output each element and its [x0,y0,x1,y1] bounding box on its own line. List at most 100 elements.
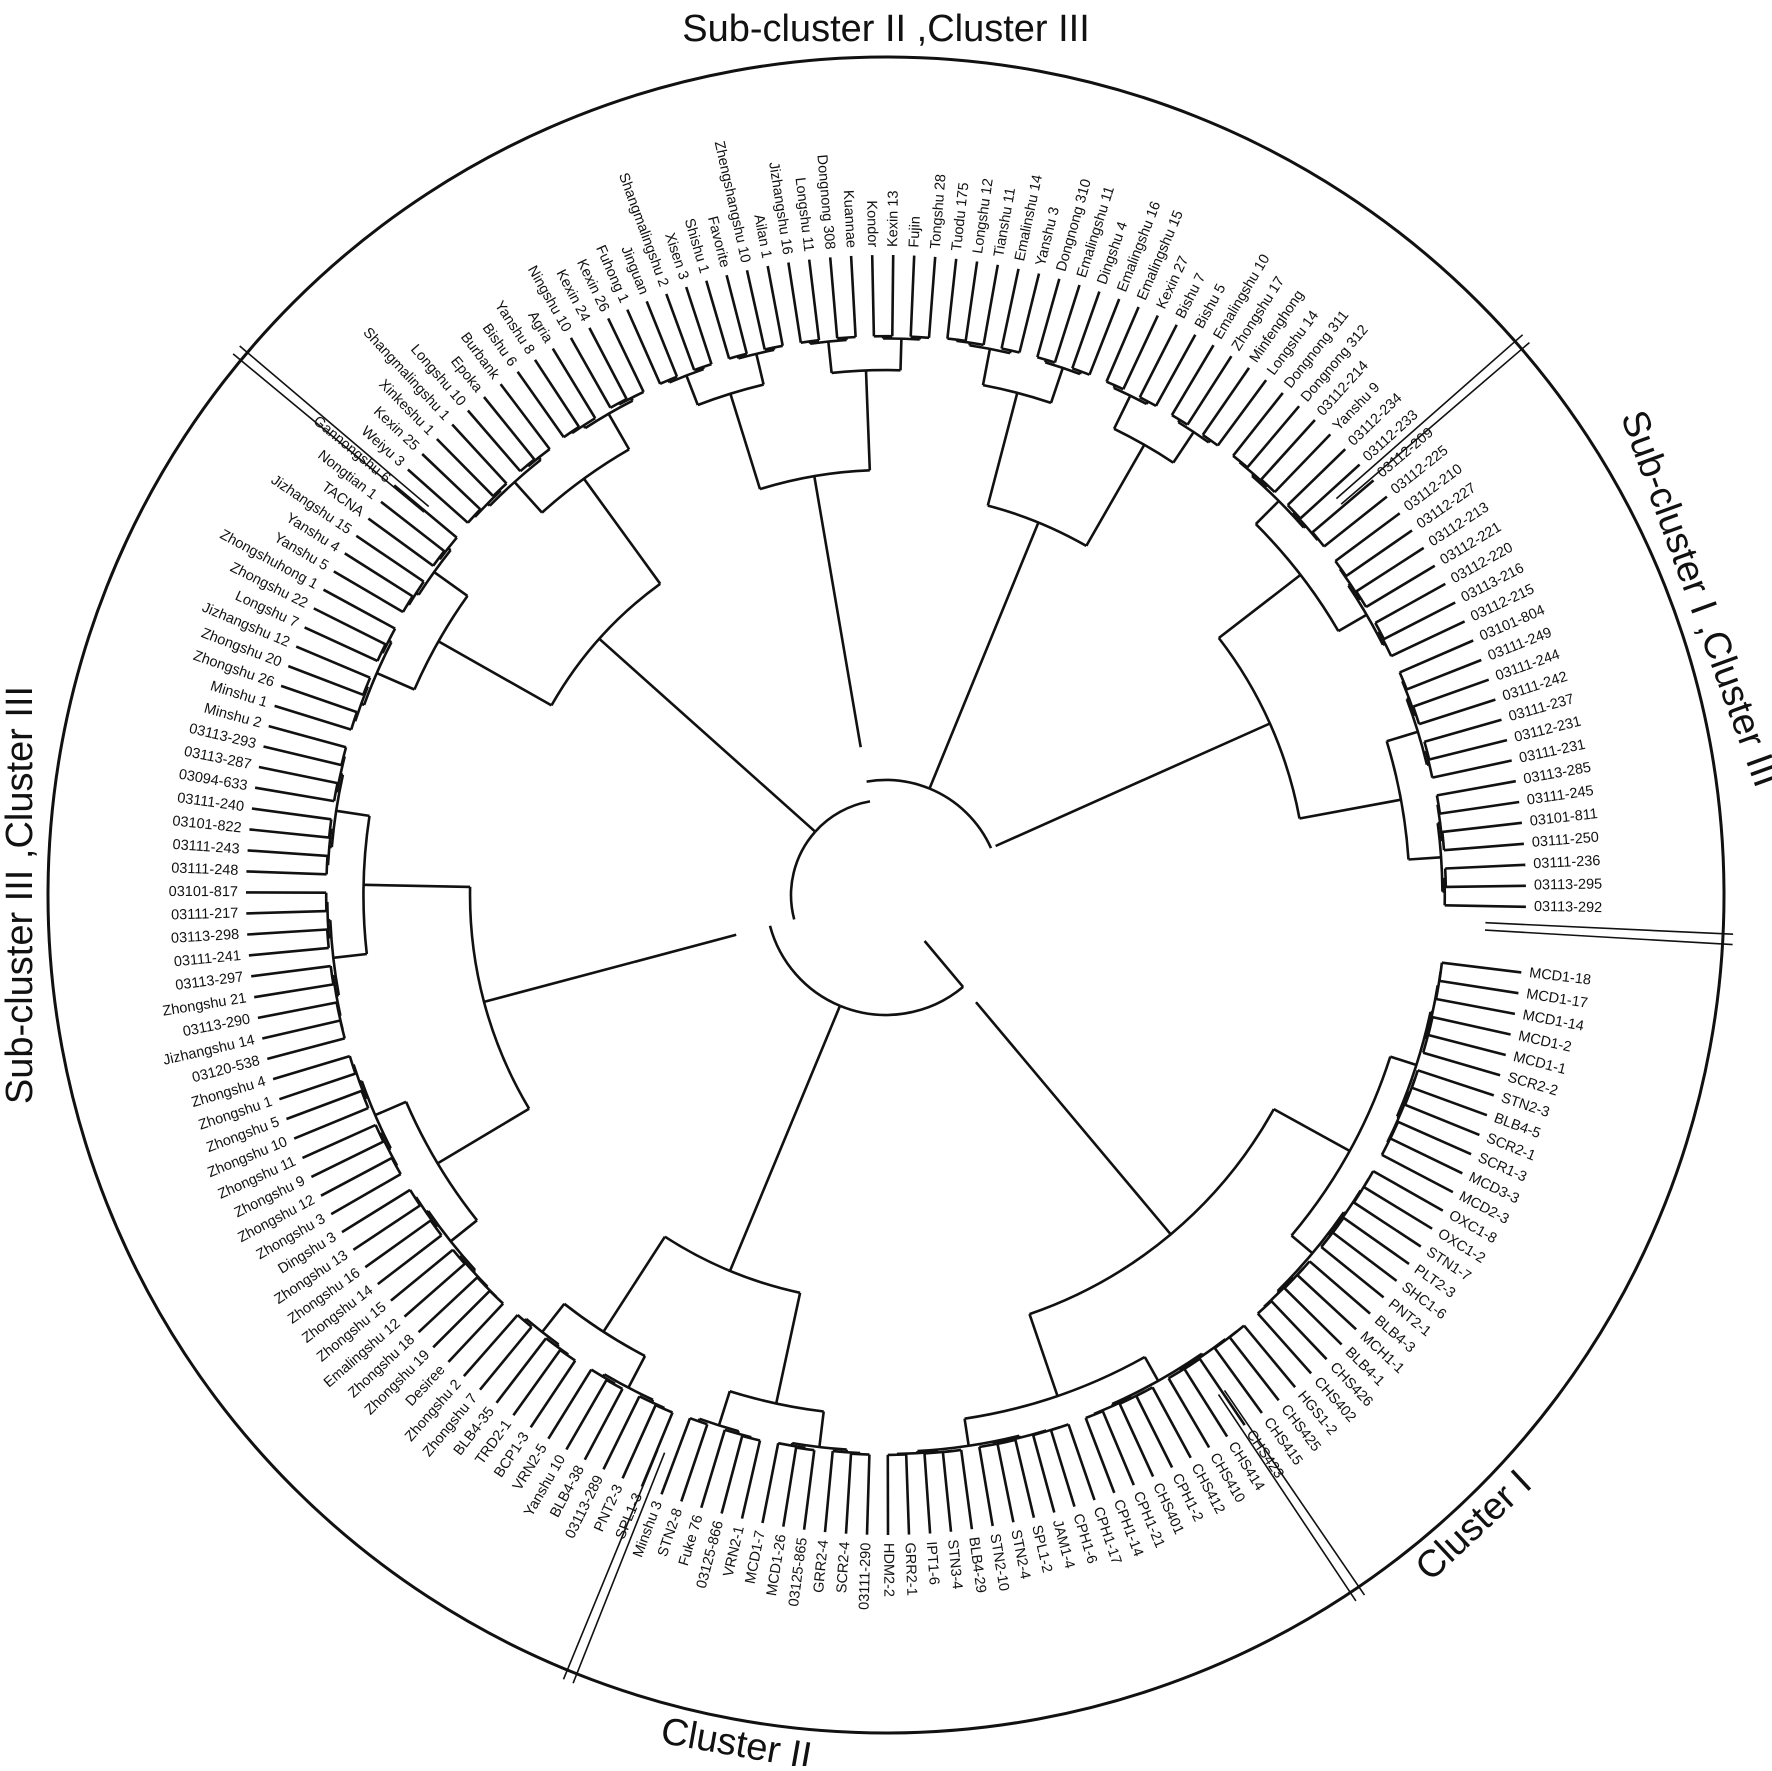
cluster-label: Sub-cluster I ,Cluster III [1612,405,1772,792]
branch-line [248,850,328,856]
branch-line [1300,800,1402,819]
branch-line [451,1220,477,1241]
branch-line [1428,1035,1506,1055]
branch-line [1140,325,1177,398]
branch-line [1432,761,1511,778]
leaf-label: MCD1-17 [1525,986,1589,1011]
leaf-label: 03113-295 [1534,877,1603,894]
leaf-label: 03101-817 [169,884,238,900]
branch-line [756,354,763,385]
branch-line [311,1142,383,1177]
branch-line [267,1038,344,1059]
branch-line [1424,720,1501,742]
branch-line [1247,406,1299,467]
branch-line [776,1293,800,1404]
branch-line [1442,823,1522,832]
cluster-label: Cluster I [1408,1462,1540,1589]
branch-line [828,342,831,373]
branch-line [497,1338,547,1403]
branch-line [961,1450,972,1529]
branch-line [983,349,990,385]
branch-line [1218,380,1266,445]
branch-line [830,257,837,338]
branch-line [998,1444,1014,1522]
group-stem [730,1006,840,1271]
leaf-label: 03111-248 [171,860,239,878]
leaf-label: 03111-241 [173,948,241,970]
cluster-label: Sub-cluster II ,Cluster III [682,8,1090,50]
leaf-label: 03101-822 [172,813,243,836]
tree-branches [246,255,1526,1535]
branch-line [391,1250,453,1301]
branch-line [281,686,357,712]
branch-line [324,590,396,629]
branch-line [1436,999,1515,1014]
branch-line [419,1277,478,1332]
branch-line [966,262,977,341]
branch-line [609,414,630,450]
root-arc [840,987,963,1015]
branch-line [264,747,342,766]
branch-line [1051,368,1063,403]
branch-line [892,255,893,336]
branch-line [1114,396,1130,429]
branch-line [825,1451,833,1532]
branch-line [269,726,346,747]
branch-line [255,788,334,801]
branch-line [906,1455,909,1535]
leaf-label: 03111-245 [1526,783,1595,809]
leaf-label: 03113-297 [175,969,245,994]
group-stem [484,935,736,1002]
branch-line [1051,1430,1075,1507]
branch-line [356,536,423,582]
branch-line [1313,480,1374,532]
root-arc [815,801,870,831]
branch-line [603,1237,665,1332]
leaf-label: STN3-4 [944,1539,965,1590]
leaf-label: MCD1-26 [764,1533,790,1597]
branch-line [251,966,331,976]
branch-line [1123,316,1158,390]
branch-line [1030,1314,1058,1396]
branch-line [1256,501,1279,524]
branch-line [1433,1017,1511,1034]
branch-line [273,1056,350,1079]
branch-line [867,1455,869,1535]
branch-line [448,1304,503,1362]
branch-line [531,1361,576,1428]
branch-line [1258,1314,1311,1374]
branch-line [262,1021,340,1039]
branch-line [378,1235,442,1284]
branch-line [1086,445,1144,546]
leaf-label: SPL1-2 [1028,1524,1055,1575]
branch-line [1444,844,1524,850]
branch-line [1356,548,1423,592]
leaf-label: IPT1-6 [923,1541,942,1586]
branch-line [1335,513,1399,561]
branch-line [872,255,874,336]
leaf-labels: MCD1-18MCD1-17MCD1-14MCD1-2MCD1-1SCR2-2S… [161,140,1602,1611]
branch-line [1285,1288,1342,1344]
branch-line [535,360,579,427]
branch-line [819,1412,823,1448]
leaf-label: BLB4-29 [965,1536,988,1594]
branch-line [518,372,564,438]
root-arc [867,780,930,789]
branch-line [1153,1387,1191,1457]
branch-line [1366,566,1435,607]
branch-line [331,1174,401,1214]
branch-line [1346,530,1412,576]
branch-line [585,1389,623,1460]
branch-line [979,1447,992,1526]
branch-line [1418,1070,1494,1095]
branch-line [1033,1435,1054,1512]
leaf-label: GRR2-1 [901,1542,919,1596]
group-stem [930,523,1039,789]
branch-line [901,339,902,371]
branch-line [249,829,329,837]
branch-line [464,1315,518,1376]
branch-line [1215,1348,1262,1413]
branch-line [566,1380,606,1450]
